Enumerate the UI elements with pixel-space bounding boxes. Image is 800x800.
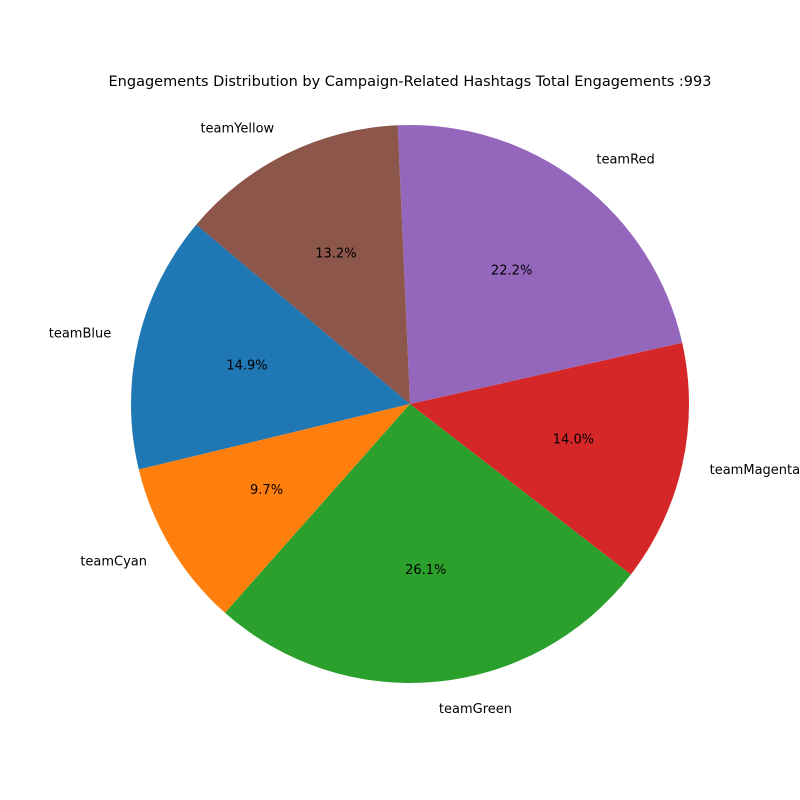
slice-label: teamBlue	[49, 326, 112, 341]
pie-slice-teamRed	[397, 124, 683, 404]
pie-slices	[131, 124, 690, 683]
slice-percent-label: 22.2%	[491, 264, 532, 279]
slice-label: teamYellow	[200, 121, 274, 136]
pie-slice-teamMagenta	[410, 342, 690, 575]
slice-percent-label: 9.7%	[250, 483, 283, 498]
pie-slice-teamCyan	[138, 404, 410, 613]
pie-slice-teamBlue	[131, 224, 410, 470]
pie-labels: teamBlue 14.9% teamCyan 9.7% teamGreen 26.1% t…	[49, 121, 800, 717]
slice-percent-label: 13.2%	[315, 246, 356, 261]
slice-percent-label: 14.0%	[553, 433, 594, 448]
pie-slice-teamYellow	[196, 125, 410, 405]
slice-label: teamMagenta	[710, 463, 800, 478]
slice-percent-label: 14.9%	[226, 358, 267, 373]
chart-title: Engagements Distribution by Campaign-Rel…	[108, 74, 712, 90]
slice-label: teamCyan	[80, 555, 147, 570]
slice-percent-label: 26.1%	[405, 563, 446, 578]
pie-slice-teamGreen	[225, 404, 631, 683]
slice-label: teamGreen	[439, 702, 512, 717]
slice-label: teamRed	[596, 153, 654, 168]
